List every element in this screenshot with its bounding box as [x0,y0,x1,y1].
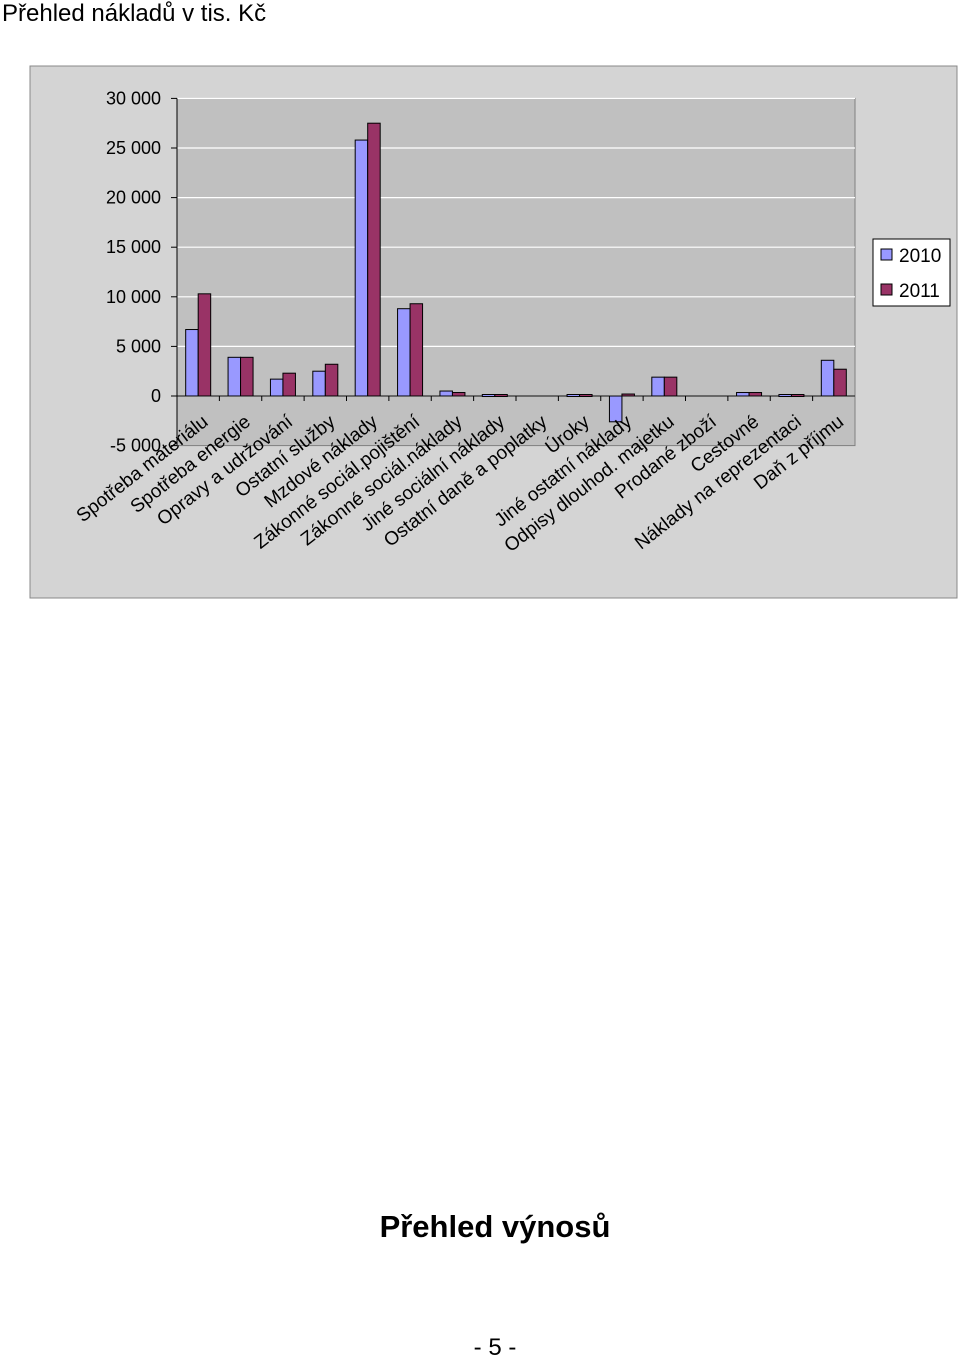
bar-2011 [368,123,381,396]
bar-2010 [440,391,453,396]
bar-2010 [270,379,283,396]
y-tick-label: 20 000 [106,188,161,208]
bar-2010 [821,360,834,396]
y-tick-label: 10 000 [106,287,161,307]
y-tick-label: 25 000 [106,138,161,158]
y-tick-label: 30 000 [106,88,161,108]
bar-2011 [452,393,465,396]
bar-2010 [652,377,665,396]
bar-2011 [791,395,804,397]
bar-2010 [355,140,368,396]
bar-2011 [580,395,593,397]
bar-2010 [779,395,792,397]
y-tick-label: 5 000 [116,336,161,356]
bar-2011 [410,304,423,396]
bar-2010 [186,330,199,396]
bar-2011 [664,377,677,396]
y-tick-label: 15 000 [106,237,161,257]
bar-2010 [313,371,326,396]
bar-2010 [398,309,411,396]
bar-2011 [495,395,508,397]
bar-2011 [325,364,338,396]
bar-2010 [482,395,495,397]
bar-2011 [834,369,847,396]
bar-2010 [737,393,750,396]
bar-2010 [228,357,241,396]
legend-swatch-2011 [881,284,892,295]
bar-2010 [567,395,580,397]
bar-2011 [241,357,254,396]
y-tick-label: 0 [151,386,161,406]
legend: 2010 2011 [873,239,950,306]
legend-label-2010: 2010 [899,246,941,267]
legend-label-2011: 2011 [899,281,940,302]
section-heading: Přehled výnosů [0,1207,960,1247]
bar-2011 [749,393,762,396]
legend-swatch-2010 [881,249,892,260]
bar-2011 [622,394,635,396]
bar-2011 [198,294,211,396]
bar-2011 [283,373,296,396]
